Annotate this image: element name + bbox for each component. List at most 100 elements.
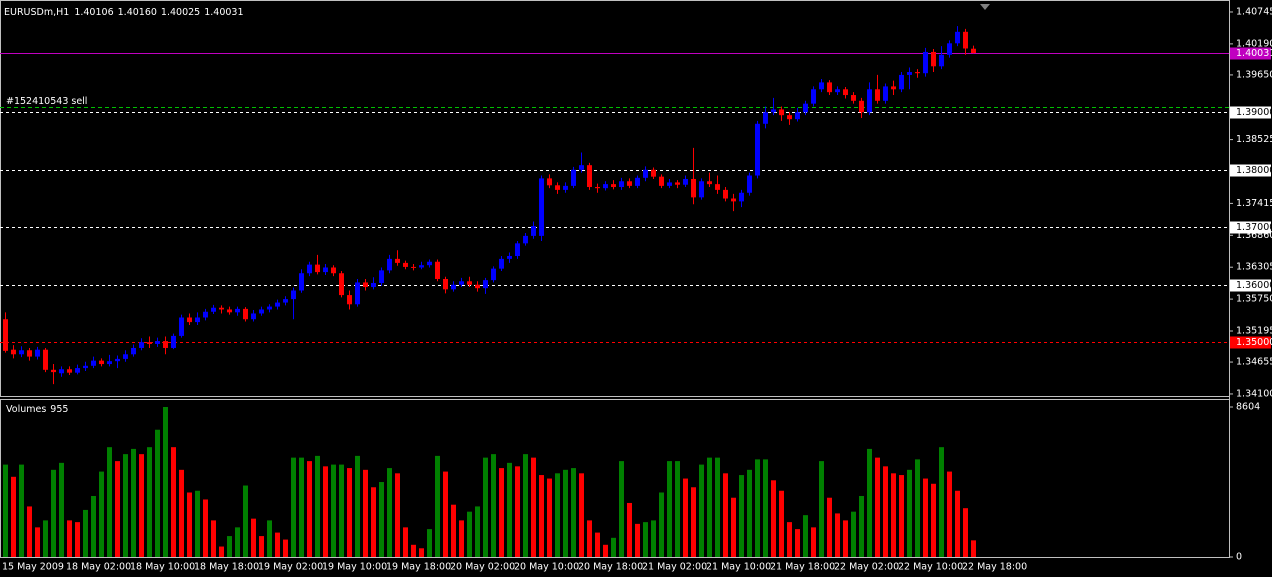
last-open: 1.40106 (74, 7, 113, 18)
y-tick-label: 1.40190 (1236, 38, 1272, 49)
price-level-box (1230, 106, 1271, 119)
x-tick-label: 18 May 18:00 (194, 562, 259, 573)
price-level-label: 1.39000 (1236, 107, 1272, 118)
candle-body (67, 369, 72, 373)
candle-body (83, 365, 88, 369)
volume-bar (275, 532, 280, 557)
volume-bar (499, 468, 504, 557)
volume-bar (515, 466, 520, 557)
volume-bar (715, 457, 720, 557)
volume-bar (299, 457, 304, 557)
y-tick-label: 1.38525 (1236, 134, 1272, 145)
y-tick-label: 1.39650 (1236, 69, 1272, 80)
volume-bar (155, 429, 160, 557)
volume-bar (203, 499, 208, 557)
y-tick-label: 1.35750 (1236, 294, 1272, 305)
candle-body (147, 342, 152, 344)
candle-body (851, 95, 856, 101)
volume-bar (915, 459, 920, 557)
volume-bar (459, 520, 464, 557)
volume-title: Volumes (6, 404, 46, 415)
candle-body (483, 280, 488, 289)
candle-body (787, 115, 792, 120)
volume-bar (227, 536, 232, 557)
volume-bar (731, 497, 736, 557)
volume-bar (51, 469, 56, 557)
volume-bar (899, 475, 904, 557)
candle-body (43, 349, 48, 370)
volume-bar (811, 527, 816, 557)
candle-body (507, 255, 512, 259)
y-tick-label: 1.35195 (1236, 326, 1272, 337)
x-tick-label: 19 May 10:00 (322, 562, 387, 573)
volume-bar (331, 464, 336, 557)
candle-body (603, 184, 608, 189)
candle-body (203, 311, 208, 318)
volume-bar (147, 447, 152, 557)
candle-body (3, 319, 8, 351)
candle-body (899, 74, 904, 90)
candle-body (259, 309, 264, 314)
candle-body (395, 258, 400, 263)
last-low: 1.40025 (161, 7, 200, 18)
volume-bar (243, 485, 248, 557)
candle-body (843, 89, 848, 96)
candle-body (291, 290, 296, 300)
volume-bar (675, 461, 680, 557)
candle-body (691, 178, 696, 198)
candle-body (907, 72, 912, 75)
candle-body (51, 369, 56, 373)
candle-body (115, 358, 120, 362)
candle-body (323, 267, 328, 273)
y-tick-label: 1.36305 (1236, 262, 1272, 273)
candle-body (539, 178, 544, 236)
volume-bar (971, 540, 976, 557)
candle-body (723, 189, 728, 199)
candle-body (75, 368, 80, 373)
volume-bar (307, 461, 312, 557)
symbol-title: EURUSDm,H1 (4, 7, 69, 18)
volume-bar (587, 520, 592, 557)
x-tick-label: 18 May 10:00 (130, 562, 195, 573)
candle-body (819, 82, 824, 90)
chart-header: EURUSDm,H1 1.40106 1.40160 1.40025 1.40031 (4, 7, 244, 18)
volume-bar (483, 457, 488, 557)
volume-bar (195, 490, 200, 557)
candle-body (27, 350, 32, 357)
volume-bar (883, 466, 888, 557)
volume-bar (315, 455, 320, 557)
volume-bar (531, 457, 536, 557)
candle-body (227, 309, 232, 313)
candle-body (363, 282, 368, 288)
candle-body (275, 302, 280, 307)
volume-bar (507, 462, 512, 557)
candle-body (451, 284, 456, 290)
volume-bar (859, 495, 864, 557)
volume-bar (875, 457, 880, 557)
price-level-box (1230, 221, 1271, 234)
volume-bar (163, 407, 168, 557)
candle-body (731, 198, 736, 202)
x-tick-label: 21 May 18:00 (770, 562, 835, 573)
volume-current: 955 (50, 404, 68, 415)
y-tick-label: 1.36860 (1236, 230, 1272, 241)
y-tick-label: 1.40745 (1236, 6, 1272, 17)
candle-body (59, 369, 64, 374)
volume-bar (323, 466, 328, 557)
candle-body (755, 123, 760, 176)
candle-body (699, 181, 704, 198)
y-tick-label: 1.34100 (1236, 388, 1272, 399)
last-close: 1.40031 (204, 7, 243, 18)
volume-bar (651, 520, 656, 557)
volume-bar (355, 455, 360, 557)
volume-bar (795, 529, 800, 557)
volume-bar (99, 471, 104, 557)
volume-bar (3, 464, 8, 557)
volume-bar (683, 478, 688, 557)
candle-body (795, 112, 800, 120)
chart-shift-marker[interactable] (980, 4, 990, 10)
candle-body (355, 282, 360, 305)
x-tick-label: 19 May 02:00 (258, 562, 323, 573)
volume-bar (35, 527, 40, 557)
